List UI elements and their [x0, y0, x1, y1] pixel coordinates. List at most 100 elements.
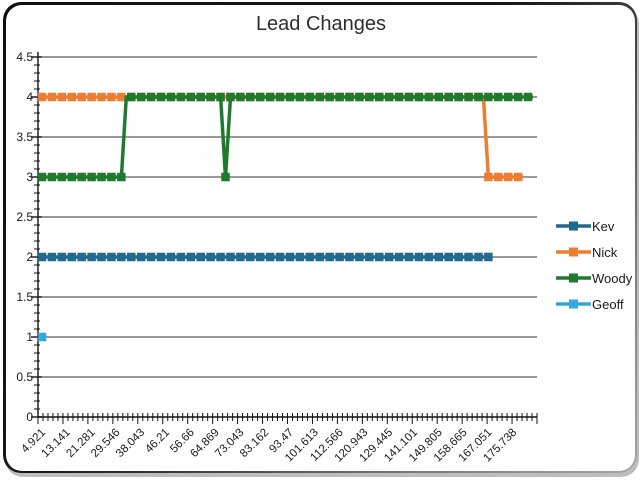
series-marker-kev	[375, 252, 384, 262]
series-marker-kev	[236, 252, 245, 262]
series-geoff	[37, 332, 47, 342]
legend-marker-icon	[569, 221, 578, 231]
series-marker-woody	[136, 92, 146, 102]
series-marker-kev	[325, 252, 334, 262]
series-marker-woody	[375, 92, 384, 102]
series-marker-kev	[216, 252, 225, 262]
y-axis-label: 2	[26, 250, 33, 264]
legend-label-kev: Kev	[592, 218, 615, 234]
series-marker-woody	[295, 92, 305, 102]
series-marker-woody	[37, 172, 47, 182]
legend-label-nick: Nick	[592, 244, 618, 260]
y-axis-label: 4.5	[16, 50, 33, 64]
series-marker-kev	[404, 252, 414, 262]
x-axis-ticks	[37, 413, 538, 424]
legend-swatch-icon	[556, 299, 591, 309]
series-marker-kev	[47, 252, 57, 262]
y-axis-label: 1.5	[16, 290, 33, 304]
chart-title: Lead Changes	[255, 13, 387, 35]
series-marker-woody	[176, 92, 186, 102]
chart-card-border	[3, 2, 637, 473]
legend-item-nick: Nick	[556, 244, 632, 260]
series-marker-kev	[246, 252, 255, 262]
legend-label-geoff: Geoff	[592, 296, 624, 312]
series-marker-kev	[365, 252, 374, 262]
series-woody	[37, 92, 533, 182]
series-marker-woody	[186, 92, 196, 102]
series-marker-nick	[97, 92, 106, 102]
series-marker-geoff	[37, 332, 47, 342]
series-marker-woody	[355, 92, 364, 102]
series-marker-woody	[424, 92, 434, 102]
series-marker-woody	[335, 92, 344, 102]
y-axis-label: 2.5	[16, 210, 33, 224]
x-axis-label: 46.21	[143, 427, 172, 456]
series-marker-kev	[196, 252, 205, 262]
y-axis-label: 3	[26, 170, 33, 184]
series-marker-kev	[424, 252, 434, 262]
series-marker-kev	[275, 252, 285, 262]
y-axis-label: 0	[26, 410, 33, 424]
series-marker-woody	[67, 172, 77, 182]
series-marker-woody	[325, 92, 334, 102]
series-marker-kev	[484, 252, 493, 262]
series-marker-nick	[117, 92, 126, 102]
series-marker-kev	[315, 252, 325, 262]
y-axis-ticks	[31, 56, 42, 418]
series-marker-nick	[67, 92, 77, 102]
series-marker-kev	[285, 252, 295, 262]
gridlines	[38, 56, 537, 378]
series-marker-kev	[136, 252, 146, 262]
series-marker-nick	[503, 172, 513, 182]
series-kev	[37, 252, 493, 262]
legend-label-woody: Woody	[592, 270, 633, 286]
series-marker-nick	[494, 172, 503, 182]
y-axis-label: 4	[26, 90, 33, 104]
series-marker-kev	[77, 252, 86, 262]
y-axis-label: 1	[26, 330, 33, 344]
series-marker-nick	[57, 92, 67, 102]
series-marker-woody	[236, 92, 245, 102]
legend-item-kev: Kev	[556, 218, 632, 234]
y-axis-label: 0.5	[16, 370, 33, 384]
series-marker-kev	[107, 252, 116, 262]
series-marker-woody	[216, 92, 225, 102]
series-marker-woody	[394, 92, 404, 102]
series-marker-nick	[107, 92, 116, 102]
series-marker-nick	[77, 92, 86, 102]
y-axis-label: 3.5	[16, 130, 33, 144]
series-marker-kev	[117, 252, 126, 262]
series-marker-nick	[87, 92, 96, 102]
legend-item-geoff: Geoff	[556, 296, 632, 312]
series-marker-woody	[484, 92, 493, 102]
series-marker-kev	[335, 252, 344, 262]
series-marker-woody	[117, 172, 126, 182]
series-marker-woody	[265, 92, 275, 102]
series-marker-woody	[47, 172, 57, 182]
series-marker-woody	[305, 92, 315, 102]
series-marker-kev	[305, 252, 315, 262]
series-marker-kev	[57, 252, 67, 262]
series-marker-woody	[503, 92, 513, 102]
series-marker-woody	[365, 92, 374, 102]
chart-card	[5, 4, 635, 471]
series-marker-woody	[196, 92, 205, 102]
series-marker-woody	[127, 92, 136, 102]
series-marker-kev	[444, 252, 453, 262]
series-marker-kev	[414, 252, 424, 262]
series-marker-woody	[246, 92, 255, 102]
series-marker-kev	[474, 252, 483, 262]
series-marker-woody	[494, 92, 503, 102]
series-marker-woody	[146, 92, 156, 102]
series-marker-kev	[166, 252, 176, 262]
series-marker-kev	[295, 252, 305, 262]
legend-marker-icon	[569, 299, 578, 309]
legend: Kev Nick Woody Geoff	[556, 218, 632, 312]
series-marker-kev	[434, 252, 444, 262]
series-marker-kev	[384, 252, 394, 262]
legend-swatch-icon	[556, 221, 591, 231]
series-marker-woody	[454, 92, 463, 102]
series-marker-woody	[414, 92, 424, 102]
legend-marker-icon	[569, 273, 578, 283]
series-marker-kev	[87, 252, 96, 262]
